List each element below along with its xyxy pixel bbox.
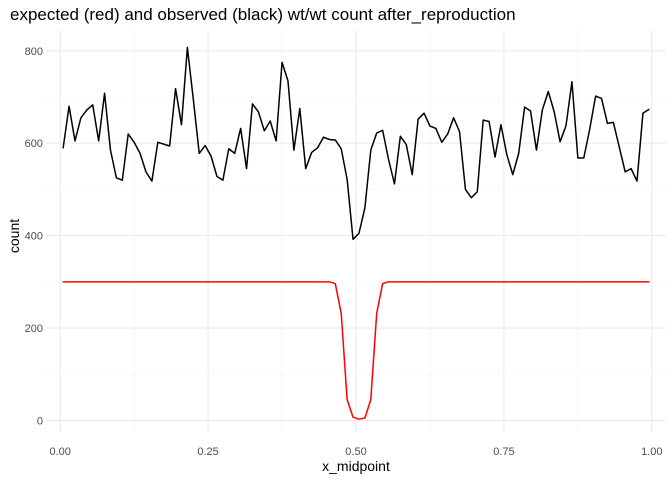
tick-labels: 0.00 0.25 0.50 0.75 1.00 0 200 400 600 800 xyxy=(25,46,663,458)
y-tick-label: 0 xyxy=(37,415,43,427)
x-tick-label: 0.75 xyxy=(493,446,514,458)
x-tick-label: 1.00 xyxy=(641,446,662,458)
y-axis-title: count xyxy=(6,219,22,253)
series-layer xyxy=(62,46,650,420)
chart-title: expected (red) and observed (black) wt/w… xyxy=(10,5,516,24)
y-tick-label: 600 xyxy=(25,138,43,150)
x-tick-label: 0.50 xyxy=(345,446,366,458)
y-tick-label: 200 xyxy=(25,323,43,335)
series-line-expected xyxy=(62,281,650,420)
x-tick-label: 0.00 xyxy=(49,446,70,458)
y-tick-label: 400 xyxy=(25,231,43,243)
x-tick-label: 0.25 xyxy=(197,446,218,458)
series-line-observed xyxy=(62,46,650,241)
y-tick-label: 800 xyxy=(25,46,43,58)
x-axis-title: x_midpoint xyxy=(322,458,390,474)
